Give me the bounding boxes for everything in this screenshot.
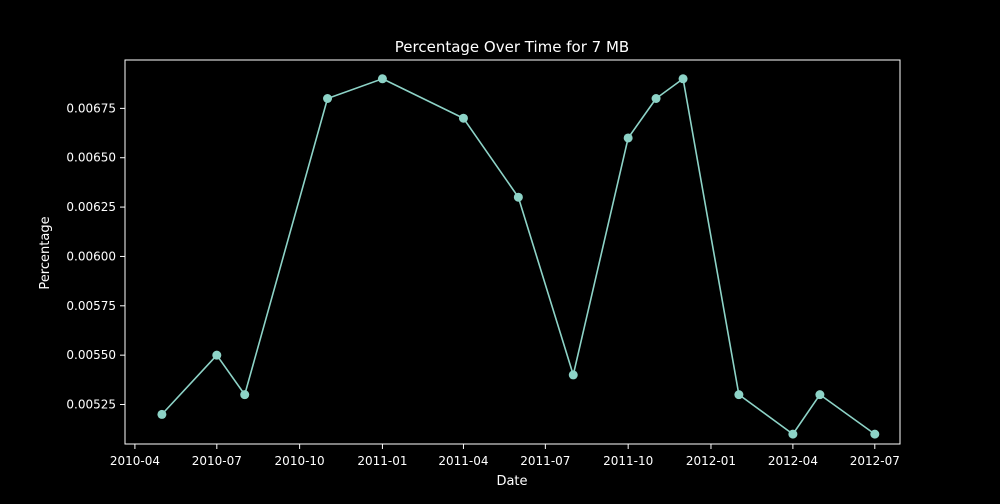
data-point	[377, 74, 387, 84]
y-tick-label: 0.00525	[66, 398, 116, 412]
plot-area-frame	[124, 59, 901, 445]
x-tick-label: 2011-07	[520, 454, 570, 468]
x-tick-label: 2012-01	[686, 454, 736, 468]
y-tick-label: 0.00550	[66, 348, 116, 362]
data-point	[651, 94, 661, 103]
data-point	[240, 390, 250, 400]
series-layer	[157, 74, 880, 439]
data-point	[623, 133, 633, 143]
x-tick-label: 2011-01	[357, 454, 407, 468]
y-tick-label: 0.00600	[66, 249, 116, 263]
y-tick-label: 0.00575	[66, 299, 116, 313]
data-point	[870, 429, 880, 439]
x-tick-label: 2010-07	[192, 454, 242, 468]
x-axis-ticks: 2010-04 2010-07 2010-10 2011-01 2011-04 2011-…	[110, 444, 900, 468]
x-tick-label: 2010-10	[275, 454, 325, 468]
y-tick-label: 0.00675	[66, 101, 116, 115]
y-axis-ticks: 0.00525 0.00550 0.00575 0.00600 0.00625 0.006…	[66, 101, 125, 412]
y-tick-label: 0.00625	[66, 200, 116, 214]
y-axis-label: Percentage	[38, 216, 53, 289]
y-tick-label: 0.00650	[66, 151, 116, 165]
data-point	[568, 370, 578, 380]
data-point	[513, 192, 523, 202]
data-point	[678, 74, 688, 84]
data-point	[212, 350, 222, 360]
x-tick-label: 2012-07	[850, 454, 900, 468]
data-point	[458, 113, 468, 123]
data-point	[734, 390, 744, 400]
data-point	[157, 409, 167, 419]
chart-title: Percentage Over Time for 7 MB	[395, 38, 629, 56]
x-tick-label: 2011-04	[438, 454, 488, 468]
x-axis-label: Date	[496, 474, 527, 489]
data-point	[323, 94, 333, 103]
x-tick-label: 2012-04	[768, 454, 818, 468]
data-point	[815, 390, 825, 400]
x-tick-label: 2011-10	[603, 454, 653, 468]
data-point	[788, 429, 798, 439]
x-tick-label: 2010-04	[110, 454, 160, 468]
